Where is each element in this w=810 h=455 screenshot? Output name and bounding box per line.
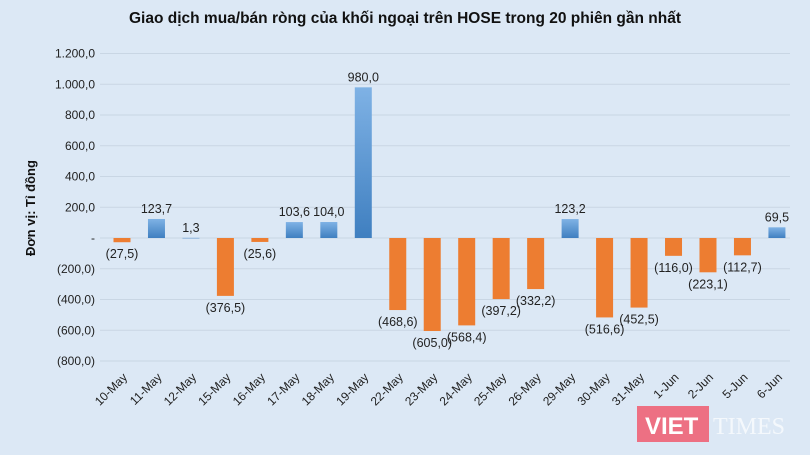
data-label: (568,4) xyxy=(447,330,487,344)
y-tick-label: 1.000,0 xyxy=(55,77,95,91)
y-tick-label: (200,0) xyxy=(57,262,95,276)
y-tick-label: (400,0) xyxy=(57,293,95,307)
y-tick-label: 800,0 xyxy=(65,108,95,122)
data-label: (468,6) xyxy=(378,315,418,329)
x-tick-label: 30-May xyxy=(575,370,613,408)
x-tick-label: 5-Jun xyxy=(719,370,750,401)
data-label: 104,0 xyxy=(313,205,344,219)
data-label: (25,6) xyxy=(244,247,277,261)
data-label: (332,2) xyxy=(516,294,556,308)
bar-31-May xyxy=(630,238,648,308)
svg-text:VIET: VIET xyxy=(645,413,699,440)
y-tick-label: (600,0) xyxy=(57,323,95,337)
x-tick-label: 29-May xyxy=(540,370,578,408)
x-tick-label: 1-Jun xyxy=(651,370,682,401)
x-tick-label: 11-May xyxy=(127,370,165,408)
data-label: 1,3 xyxy=(182,221,199,235)
bar-11-May xyxy=(147,218,165,238)
data-label: (452,5) xyxy=(619,313,659,327)
x-tick-label: 18-May xyxy=(299,370,337,408)
x-tick-label: 19-May xyxy=(333,370,371,408)
data-label: (376,5) xyxy=(206,301,246,315)
bar-6-Jun xyxy=(768,227,786,238)
data-label: 69,5 xyxy=(765,210,789,224)
data-label: (223,1) xyxy=(688,277,728,291)
chart-title: Giao dịch mua/bán ròng của khối ngoại tr… xyxy=(128,10,682,27)
y-tick-label: 400,0 xyxy=(65,170,95,184)
x-tick-label: 25-May xyxy=(471,370,509,408)
data-label: (116,0) xyxy=(654,261,693,275)
svg-text:TIMES: TIMES xyxy=(713,414,785,440)
bar-5-Jun xyxy=(733,238,751,256)
bar-1-Jun xyxy=(665,238,683,256)
x-tick-label: 16-May xyxy=(230,370,268,408)
bar-15-May xyxy=(216,238,234,296)
y-tick-label: - xyxy=(91,231,95,245)
data-label: 123,2 xyxy=(554,202,585,216)
bar-22-May xyxy=(389,238,407,311)
bar-30-May xyxy=(596,238,614,318)
bar-18-May xyxy=(320,222,338,238)
data-label: (27,5) xyxy=(106,247,139,261)
data-label: (112,7) xyxy=(723,260,762,274)
x-tick-label: 23-May xyxy=(402,370,440,408)
y-tick-label: (800,0) xyxy=(57,354,95,368)
data-label: (605,0) xyxy=(412,336,452,350)
data-label: (516,6) xyxy=(585,322,625,336)
bar-17-May xyxy=(285,222,303,238)
bar-2-Jun xyxy=(699,238,717,273)
bar-10-May xyxy=(113,238,131,243)
x-tick-label: 12-May xyxy=(161,370,199,408)
data-label: (397,2) xyxy=(481,304,521,318)
bar-12-May xyxy=(182,237,200,239)
viettimes-logo: VIET TIMES xyxy=(637,398,807,453)
bar-16-May xyxy=(251,238,269,242)
bar-19-May xyxy=(354,87,372,238)
y-tick-label: 600,0 xyxy=(65,139,95,153)
bar-29-May xyxy=(561,219,579,238)
data-label: 980,0 xyxy=(348,70,379,84)
bar-24-May xyxy=(458,238,476,326)
data-label: 123,7 xyxy=(141,202,172,216)
x-tick-label: 17-May xyxy=(264,370,302,408)
x-tick-label: 10-May xyxy=(92,370,130,408)
bar-26-May xyxy=(527,238,545,290)
x-tick-label: 6-Jun xyxy=(754,370,785,401)
x-tick-label: 26-May xyxy=(506,370,544,408)
x-tick-label: 22-May xyxy=(368,370,406,408)
bar-23-May xyxy=(423,238,441,332)
data-label: 103,6 xyxy=(279,205,310,219)
x-tick-label: 24-May xyxy=(437,370,475,408)
x-tick-label: 2-Jun xyxy=(685,370,716,401)
y-tick-label: 200,0 xyxy=(65,200,95,214)
x-tick-label: 15-May xyxy=(195,370,233,408)
y-axis-label: Đơn vị: Tỉ đồng xyxy=(23,160,38,256)
y-tick-label: 1.200,0 xyxy=(55,47,95,61)
bar-25-May xyxy=(492,238,510,300)
